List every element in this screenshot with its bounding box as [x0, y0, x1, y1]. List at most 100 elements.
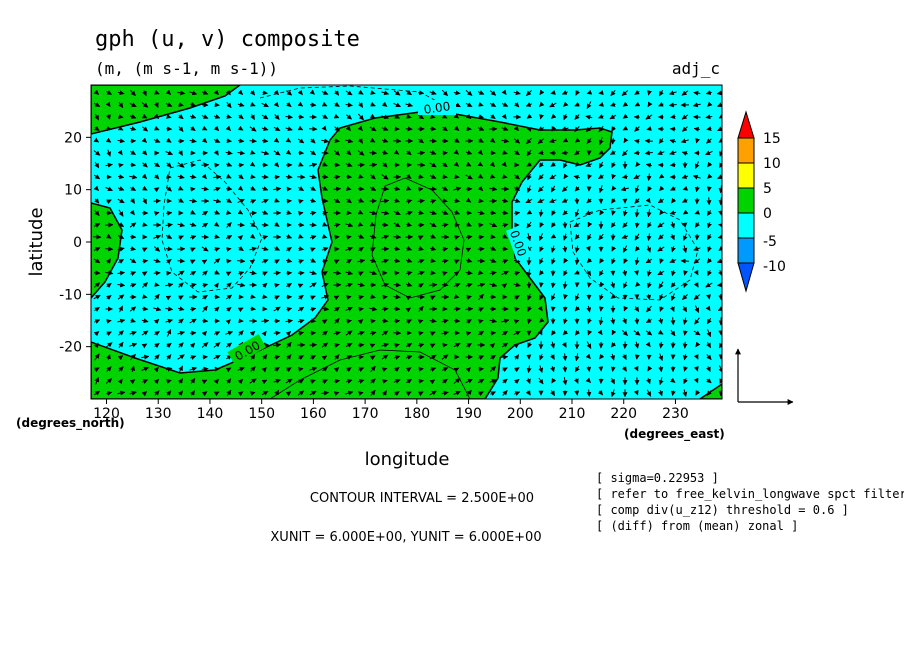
wind-vector: [681, 198, 688, 203]
wind-vector: [634, 354, 640, 360]
wind-vector: [285, 90, 293, 96]
wind-vector: [94, 306, 100, 312]
wind-vector: [514, 210, 521, 216]
wind-vector: [477, 90, 485, 95]
wind-vector: [370, 90, 376, 95]
wind-vector: [694, 209, 700, 215]
wind-vector: [683, 282, 688, 288]
wind-vector: [285, 331, 292, 337]
wind-vector: [611, 329, 617, 336]
y-axis-label: latitude: [26, 207, 47, 276]
wind-vector: [441, 330, 449, 336]
wind-vector: [574, 245, 580, 253]
x-tick-label: 130: [145, 406, 172, 422]
wind-vector: [634, 306, 640, 313]
wind-vector: [429, 186, 437, 192]
wind-vector: [441, 186, 449, 191]
wind-vector: [369, 126, 377, 132]
wind-vector: [381, 258, 389, 264]
wind-vector: [334, 101, 340, 107]
wind-vector: [165, 222, 173, 228]
wind-vector: [273, 270, 281, 276]
wind-vector: [166, 342, 172, 348]
wind-vector: [538, 233, 544, 242]
wind-vector: [357, 138, 364, 144]
wind-vector: [262, 90, 268, 96]
wind-vector: [646, 173, 652, 181]
wind-vector: [106, 90, 113, 95]
wind-vector: [514, 174, 520, 180]
wind-vector: [345, 246, 353, 252]
wind-vector: [670, 245, 676, 253]
wind-vector: [321, 247, 329, 252]
wind-vector: [141, 271, 148, 277]
wind-vector: [441, 210, 449, 215]
wind-vector: [117, 234, 125, 240]
wind-vector: [106, 114, 111, 120]
wind-vector: [598, 90, 604, 96]
x-tick-label: 200: [507, 406, 534, 422]
wind-vector: [213, 89, 219, 96]
wind-vector: [298, 233, 304, 239]
wind-vector: [298, 246, 304, 252]
wind-vector: [466, 126, 472, 132]
wind-vector: [334, 138, 340, 144]
wind-vector: [333, 198, 341, 204]
wind-vector: [598, 185, 604, 194]
wind-vector: [226, 222, 232, 228]
wind-vector: [563, 101, 569, 107]
wind-vector: [406, 199, 413, 204]
wind-vector: [453, 161, 460, 167]
wind-vector: [610, 317, 616, 325]
wind-vector: [106, 319, 112, 324]
wind-vector: [370, 174, 376, 180]
wind-vector: [694, 305, 700, 313]
wind-vector: [93, 282, 101, 288]
wind-vector: [611, 257, 616, 265]
wind-vector: [513, 102, 520, 108]
wind-vector: [237, 185, 244, 191]
wind-vector: [322, 221, 328, 227]
wind-vector: [166, 210, 173, 216]
wind-vector: [525, 102, 532, 107]
wind-vector: [501, 222, 509, 228]
wind-vector: [586, 233, 592, 241]
wind-vector: [262, 210, 269, 215]
chart-tag: adj_c: [672, 59, 720, 78]
wind-vector: [551, 210, 557, 216]
wind-vector: [693, 246, 701, 252]
wind-vector: [478, 366, 484, 372]
wind-vector: [273, 150, 281, 156]
wind-vector: [142, 90, 147, 97]
wind-vector: [130, 162, 136, 168]
wind-vector: [405, 295, 412, 301]
wind-vector: [562, 137, 569, 143]
wind-vector: [405, 126, 413, 132]
wind-vector: [201, 125, 208, 131]
wind-vector: [527, 306, 533, 312]
x-tick-label: 150: [248, 406, 275, 422]
wind-vector: [465, 102, 473, 108]
wind-vector: [273, 330, 281, 336]
wind-vector: [659, 293, 664, 301]
wind-vector: [598, 306, 604, 312]
wind-vector: [610, 198, 617, 204]
wind-vector: [333, 186, 342, 192]
fill-region-central: [91, 111, 613, 399]
wind-vector: [129, 102, 137, 108]
wind-vector: [321, 306, 330, 312]
wind-vector: [237, 102, 245, 108]
wind-vector: [381, 342, 389, 348]
wind-vector: [609, 114, 617, 120]
wind-vector: [645, 318, 652, 323]
wind-vector: [190, 306, 197, 312]
wind-vector: [94, 198, 100, 204]
wind-vector: [429, 150, 437, 155]
wind-vector: [274, 259, 280, 265]
wind-vector: [129, 114, 137, 119]
wind-vector: [550, 293, 556, 301]
wind-vector: [297, 318, 305, 324]
wind-vector: [357, 221, 364, 227]
colorbar-swatch-5: [737, 237, 755, 264]
wind-vector: [538, 209, 544, 217]
